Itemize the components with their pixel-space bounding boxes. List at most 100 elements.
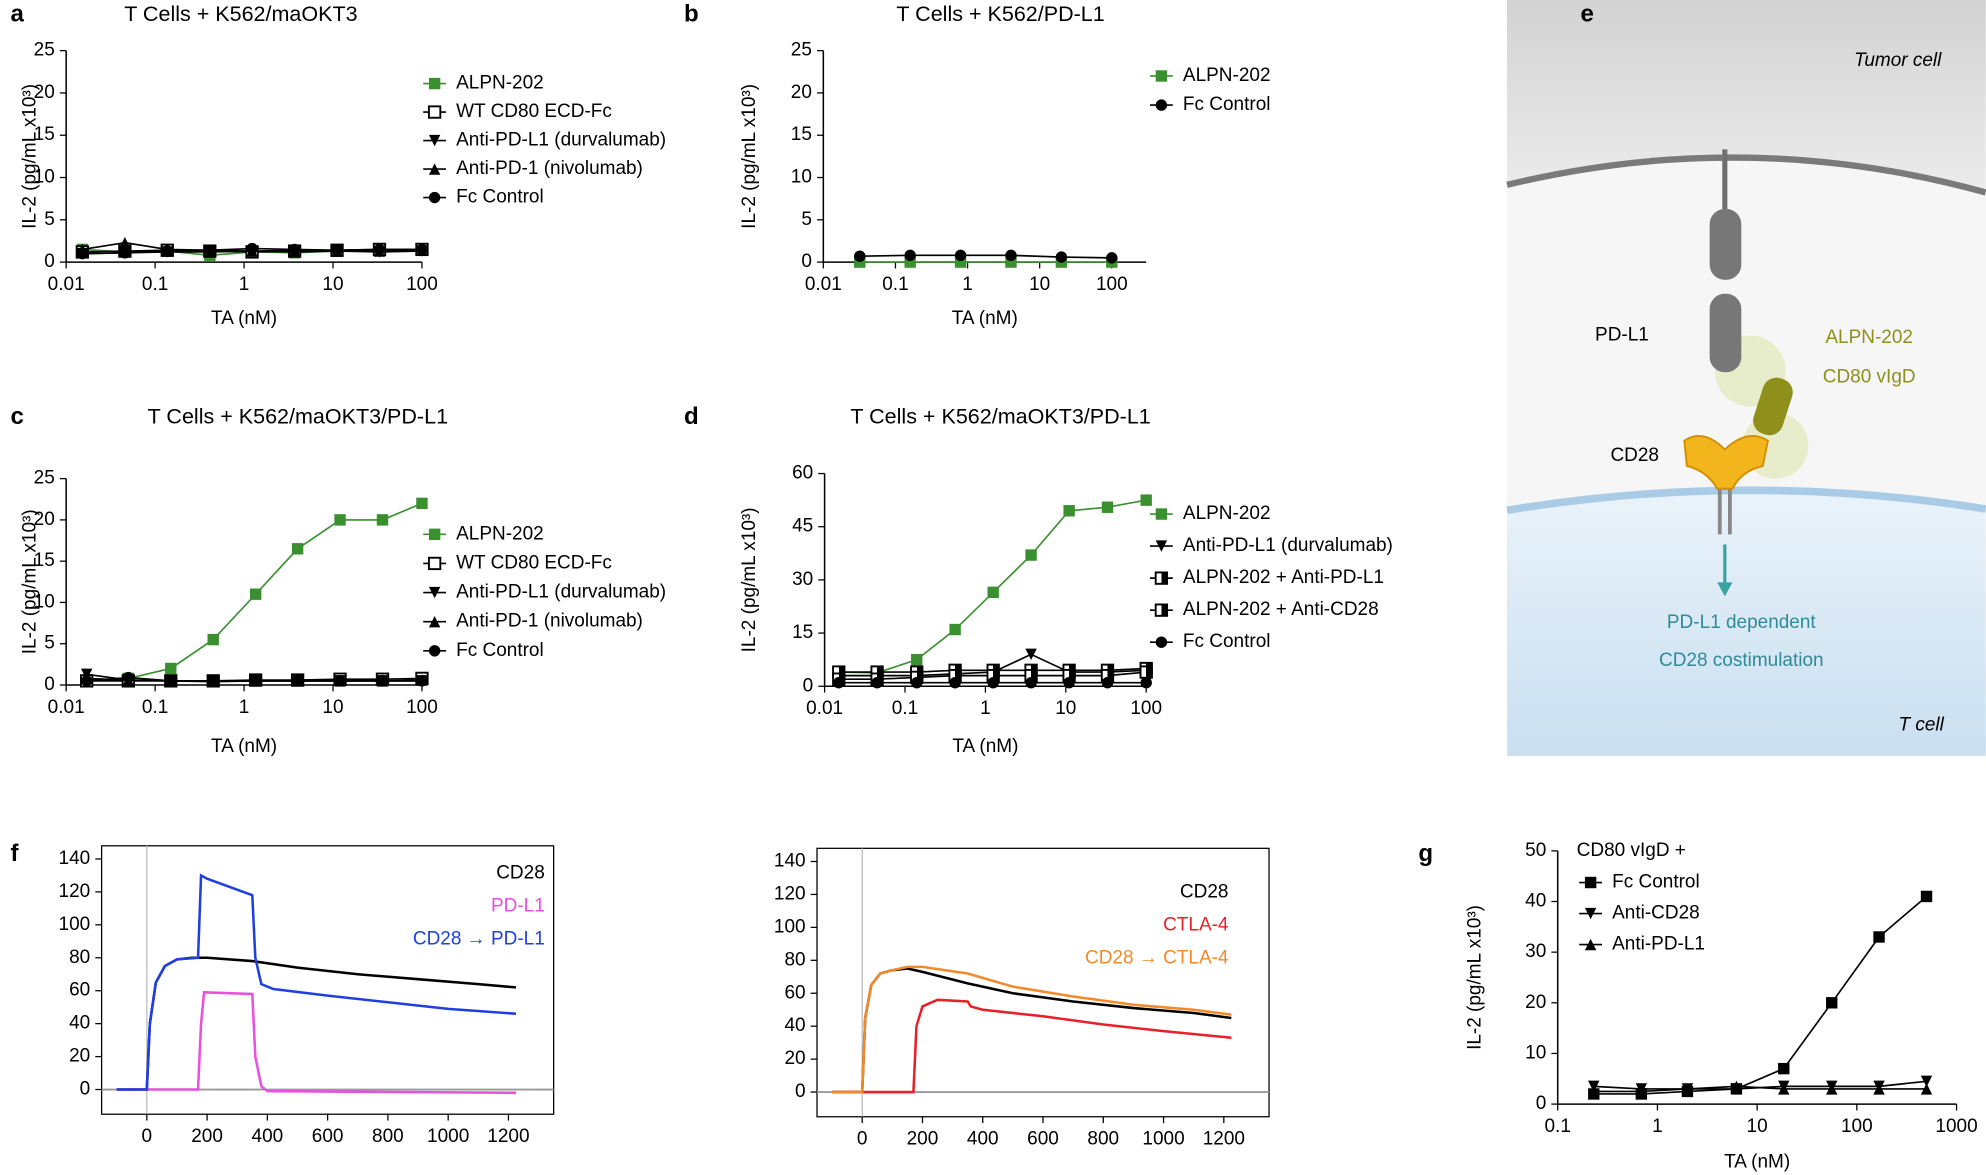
legend-marker [427,556,442,571]
x-axis-label: TA (nM) [1724,1151,1790,1172]
x-tick-label: 800 [372,1126,404,1147]
legend-marker [428,77,441,90]
alpn-label: ALPN-202 [1825,327,1913,348]
legend-marker [1584,907,1597,920]
panel-label: c [10,403,23,430]
pd-l1-domain [1709,208,1742,280]
pd-l1-label: PD-L1 [1595,325,1649,346]
y-axis-label: IL-2 (pg/mL x10³) [1464,905,1485,1050]
marker [1025,677,1037,689]
y-tick-label: 25 [791,40,812,61]
series-line [838,499,1147,674]
y-tick-label: 0 [795,1081,806,1102]
marker [911,677,923,689]
y-tick-label: 10 [34,167,55,188]
y-axis-label: IL-2 (pg/mL x10³) [20,509,41,654]
panel-label: e [1581,1,1594,28]
x-tick-label: 10 [322,697,343,718]
y-tick-label: 100 [59,914,91,935]
legend-label: Fc Control [1183,631,1271,652]
marker [80,675,93,687]
result-label: PD-L1 dependent [1667,612,1817,633]
legend-marker [1155,70,1168,82]
legend-marker [1155,540,1168,552]
x-tick-label: 1000 [1142,1129,1184,1150]
legend-label: WT CD80 ECD-Fc [456,101,612,122]
marker [1005,256,1017,268]
t-cell [1507,490,1986,756]
y-tick-label: 15 [34,550,55,571]
marker [1778,1083,1790,1095]
marker [954,249,967,262]
x-tick-label: 0 [142,1126,153,1147]
marker [987,586,999,599]
y-tick-label: 10 [34,591,55,612]
legend-marker [428,134,441,147]
marker [249,675,262,687]
panel-label: a [10,1,24,28]
legend-marker [1584,876,1597,889]
legend-label: CD28 → PD-L1 [413,929,545,950]
y-tick-label: 0 [80,1079,91,1100]
marker [1873,931,1885,943]
legend-label: Fc Control [456,187,544,208]
series-line [116,873,517,1091]
x-tick-label: 200 [191,1126,223,1147]
panel-label: f [10,840,19,867]
legend-marker [428,615,441,628]
x-tick-label: 0 [857,1129,868,1150]
x-axis-label: TA (nM) [211,308,277,329]
diagram: e Tumor cell PD-L1 ALPN-202 CD80 vIgD CD… [1506,0,1986,756]
legend-marker [428,645,441,657]
legend-label: Anti-CD28 [1612,903,1700,924]
marker [122,671,135,684]
legend-marker [1155,99,1168,111]
chart: 0 5 10 15 20 25 0.01 0.1 1 10 100 T Cells + K562/ma… [10,403,666,757]
marker [207,675,219,687]
marker [1140,494,1152,506]
y-tick-label: 5 [44,209,55,230]
x-tick-label: 400 [252,1126,284,1147]
legend-label: ALPN-202 [456,73,544,94]
x-tick-label: 1 [1652,1116,1663,1137]
marker [1025,549,1037,561]
legend-label: ALPN-202 [456,523,544,544]
legend-label: Anti-PD-L1 (durvalumab) [456,582,666,603]
x-axis-label: TA (nM) [211,736,277,757]
legend-label: Fc Control [1183,94,1271,115]
marker [1063,505,1075,517]
legend-label: Anti-PD-1 (nivolumab) [456,158,643,179]
x-tick-label: 0.01 [806,698,843,719]
marker [1063,677,1075,689]
marker [334,675,346,687]
marker [416,675,428,687]
marker [904,249,916,262]
marker [416,497,428,510]
legend-label: Fc Control [456,640,544,661]
marker [1826,997,1838,1009]
y-tick-label: 140 [59,848,91,869]
y-tick-label: 20 [69,1046,90,1067]
chart: 0 20 40 60 80 100 120 140 0 200 400 600 800 1000 1200 C… [774,847,1270,1150]
series-line [832,998,1232,1094]
legend-label: Fc Control [1612,872,1700,893]
legend-marker [1155,636,1168,648]
marker [1778,1062,1790,1075]
legend-label: CD28 → CTLA-4 [1085,948,1228,969]
x-tick-label: 1200 [487,1126,529,1147]
legend-label: CD28 [496,863,545,884]
x-tick-label: 10 [1747,1116,1768,1137]
x-tick-label: 10 [1055,698,1076,719]
t-cell-membrane [1506,486,1986,515]
y-tick-label: 10 [791,167,812,188]
chart: 0 10 20 30 40 50 0.1 1 10 100 1000 g TA (nM) IL-2 (pg… [1418,840,1977,1172]
legend-label: ALPN-202 + Anti-PD-L1 [1183,567,1384,588]
marker [1025,648,1037,661]
marker [165,662,177,675]
marker [207,633,219,646]
series-line [1593,1085,1927,1093]
y-tick-label: 100 [774,916,806,937]
x-tick-label: 0.1 [1545,1116,1571,1137]
y-tick-label: 20 [1525,992,1546,1013]
legend-marker [1584,938,1597,951]
